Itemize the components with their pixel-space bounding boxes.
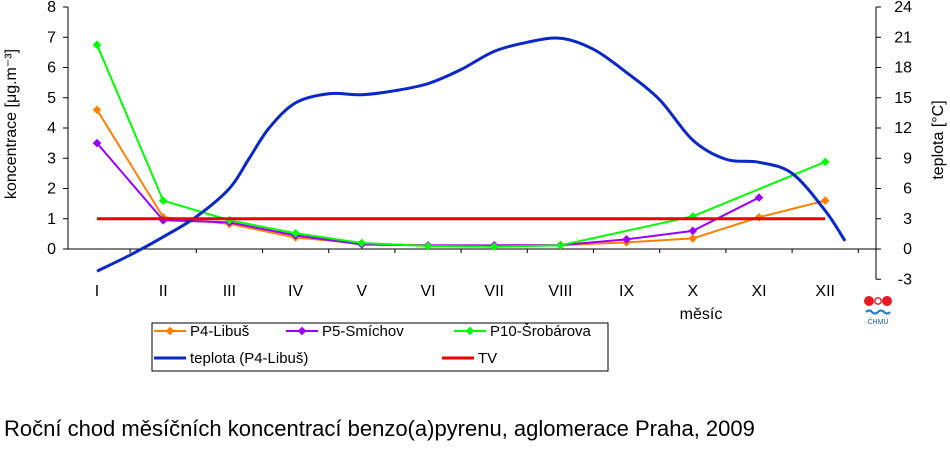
logo-text: ČHMÚ — [868, 317, 889, 326]
x-tick-label: II — [159, 283, 168, 300]
y-tick-label: 6 — [47, 60, 56, 77]
legend-box — [151, 322, 609, 372]
x-tick-label: XII — [815, 283, 835, 300]
data-point — [688, 234, 698, 243]
y2-tick-label: 15 — [894, 90, 912, 107]
x-tick-label: VIII — [548, 283, 572, 300]
x-tick-label: VII — [484, 283, 504, 300]
y2-tick-label: 9 — [903, 150, 912, 167]
y-tick-label: 2 — [47, 181, 56, 198]
data-point — [357, 238, 367, 248]
figure-caption: Roční chod měsíčních koncentrací benzo(a… — [4, 416, 755, 441]
y-tick-label: 8 — [47, 0, 56, 16]
y2-tick-label: -3 — [898, 271, 912, 288]
data-point — [423, 241, 433, 251]
series-line — [96, 109, 826, 247]
y2-tick-label: 12 — [894, 120, 912, 137]
y-tick-label: 3 — [47, 150, 56, 167]
x-tick-label: IV — [288, 283, 303, 300]
series-1 — [92, 138, 764, 250]
data-point — [92, 105, 102, 115]
y2-axis-label: teplota [°C] — [930, 100, 947, 179]
data-point — [165, 326, 175, 336]
x-tick-label: VI — [420, 283, 435, 300]
data-point — [622, 235, 631, 244]
logo-circle-center — [874, 297, 882, 305]
y2-tick-label: 0 — [903, 241, 912, 258]
y-tick-label: 5 — [47, 90, 56, 107]
series-line — [96, 142, 760, 247]
y2-tick-label: 6 — [903, 181, 912, 198]
data-point — [820, 196, 830, 205]
legend-label: teplota (P4-Libuš) — [190, 350, 308, 367]
y-axis-label: koncentrace [μg.m⁻³] — [3, 49, 20, 199]
x-axis-label: měsíc — [680, 306, 723, 323]
y2-tick-label: 21 — [894, 29, 912, 46]
x-tick-label: V — [356, 283, 367, 300]
data-point — [489, 242, 499, 251]
data-point — [297, 326, 307, 336]
data-point — [291, 228, 300, 238]
series-line — [96, 36, 847, 273]
legend-label: P10-Šrobárova — [490, 323, 592, 340]
y2-tick-label: 24 — [894, 0, 912, 16]
y2-tick-label: 18 — [894, 60, 912, 77]
data-point — [465, 326, 475, 336]
x-tick-label: X — [687, 283, 698, 300]
legend-label: P4-Libuš — [190, 323, 249, 340]
chmu-logo: ČHMÚ — [864, 296, 892, 326]
x-tick-label: XI — [751, 283, 766, 300]
legend-label: TV — [478, 350, 497, 367]
data-point — [158, 196, 168, 205]
data-point — [92, 40, 102, 50]
series-0 — [92, 105, 830, 250]
y-tick-label: 1 — [47, 211, 56, 228]
x-tick-label: III — [223, 283, 236, 300]
legend: P4-Libuš P5-Smíchov P10-Šrobárova teplota (… — [151, 322, 609, 372]
data-point — [688, 226, 698, 236]
y2-tick-label: 3 — [903, 211, 912, 228]
data-point — [92, 138, 102, 148]
y-tick-label: 7 — [47, 29, 56, 46]
logo-wave — [865, 309, 891, 315]
x-tick-label: I — [95, 283, 99, 300]
series-3 — [96, 36, 847, 273]
logo-circle-left — [864, 296, 874, 306]
data-point — [754, 193, 764, 202]
series-line — [96, 44, 826, 248]
data-point — [820, 157, 830, 167]
series-layer — [92, 36, 847, 273]
data-point — [556, 241, 565, 250]
series-2 — [92, 40, 830, 251]
x-tick-label: IX — [619, 283, 634, 300]
y-tick-label: 4 — [47, 120, 56, 137]
logo-circle-right — [882, 296, 892, 306]
y-tick-label: 0 — [47, 241, 56, 258]
legend-label: P5-Smíchov — [322, 323, 404, 340]
